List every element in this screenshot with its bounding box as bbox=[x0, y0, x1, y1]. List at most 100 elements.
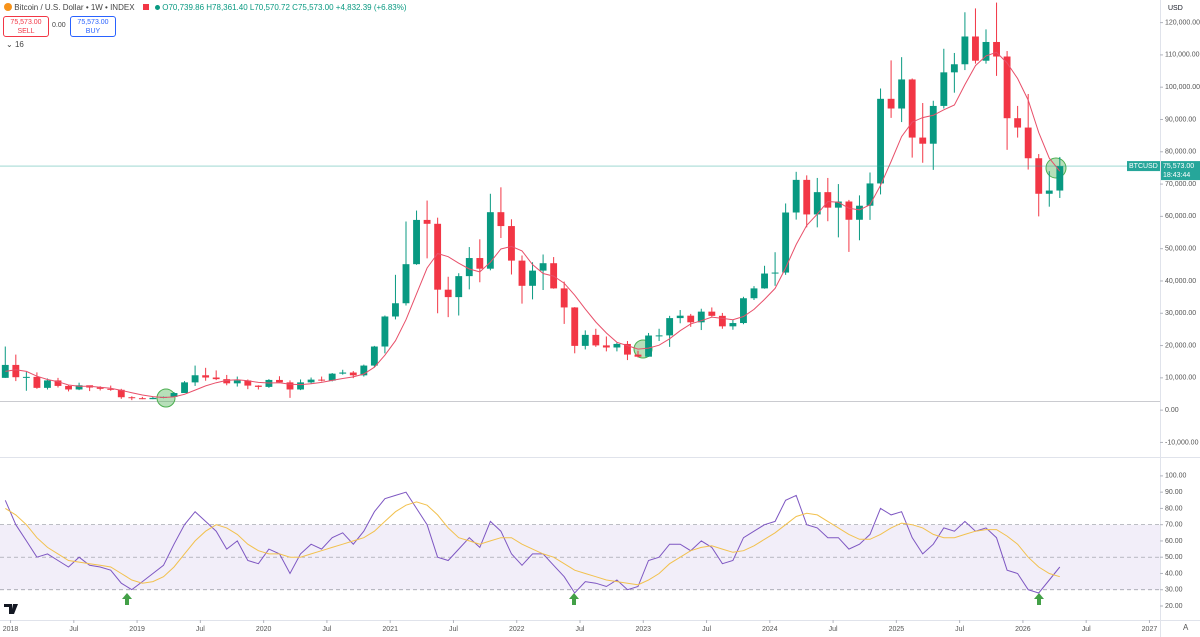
candle-body bbox=[22, 376, 30, 378]
candle-body bbox=[529, 270, 536, 286]
candle-body bbox=[993, 41, 1000, 57]
candle-body bbox=[233, 380, 241, 384]
candle-body bbox=[223, 379, 231, 384]
candle-body bbox=[919, 137, 927, 144]
candle-body bbox=[212, 377, 220, 380]
y-tick-label: 30,000.00 bbox=[1165, 310, 1196, 317]
buy-button[interactable]: 75,573.00 BUY bbox=[70, 16, 116, 37]
x-tick-label: Jul bbox=[829, 626, 838, 633]
x-tick-label: Jul bbox=[196, 626, 205, 633]
candle-body bbox=[929, 105, 937, 144]
candle-body bbox=[423, 219, 431, 224]
candle-body bbox=[950, 64, 958, 73]
candle-body bbox=[444, 289, 452, 298]
y-tick-label: 100.00 bbox=[1165, 473, 1187, 480]
candle-body bbox=[508, 226, 515, 261]
candle-body bbox=[96, 387, 104, 389]
y-tick-label: -10,000.00 bbox=[1165, 439, 1199, 446]
y-tick-label: 0.00 bbox=[1165, 407, 1179, 414]
candle-body bbox=[887, 98, 895, 109]
x-tick-label: 2026 bbox=[1015, 626, 1031, 633]
candle-body bbox=[381, 316, 389, 347]
candle-body bbox=[803, 179, 811, 215]
candle-body bbox=[370, 346, 378, 366]
candle-body bbox=[1014, 118, 1022, 128]
high: H78,361.40 bbox=[206, 3, 248, 12]
candle-body bbox=[655, 335, 663, 337]
change: +4,832.39 (+6.83%) bbox=[335, 3, 407, 12]
candle-body bbox=[1045, 190, 1053, 194]
candle-body bbox=[486, 212, 494, 269]
candle-body bbox=[771, 272, 779, 274]
candle-body bbox=[476, 258, 484, 269]
candle-body bbox=[434, 223, 442, 290]
price-label: 75,573.00 bbox=[1163, 163, 1194, 170]
candle-body bbox=[307, 379, 315, 383]
auto-scale: A bbox=[1183, 623, 1189, 632]
candle-body bbox=[117, 389, 125, 398]
candle-body bbox=[845, 201, 853, 220]
candle-body bbox=[824, 192, 832, 208]
candle-body bbox=[560, 288, 568, 308]
low: L70,570.72 bbox=[249, 3, 290, 12]
y-tick-label: 30.00 bbox=[1165, 587, 1183, 594]
x-tick-label: Jul bbox=[322, 626, 331, 633]
price-tag bbox=[1161, 161, 1200, 181]
candle-body bbox=[666, 318, 674, 336]
y-tick-label: 20.00 bbox=[1165, 603, 1183, 610]
candle-body bbox=[54, 380, 62, 386]
candle-body bbox=[170, 393, 178, 397]
y-tick-label: 70.00 bbox=[1165, 522, 1183, 529]
countdown: 18:43:44 bbox=[1163, 172, 1190, 179]
y-tick-label: 60,000.00 bbox=[1165, 213, 1196, 220]
header-bar: Bitcoin / U.S. Dollar • 1W • INDEX O70,7… bbox=[4, 3, 407, 12]
buy-price: 75,573.00 bbox=[77, 19, 109, 26]
candle-body bbox=[750, 288, 758, 299]
sell-label: SELL bbox=[17, 28, 35, 35]
x-tick-label: Jul bbox=[1082, 626, 1091, 633]
y-tick-label: 40,000.00 bbox=[1165, 278, 1196, 285]
candle-body bbox=[982, 41, 990, 61]
candle-body bbox=[1035, 158, 1043, 194]
candle-body bbox=[539, 263, 547, 271]
candle-body bbox=[898, 79, 906, 109]
candle-body bbox=[645, 335, 652, 357]
symbol-label: BTCUSD bbox=[1129, 163, 1158, 170]
candle-body bbox=[866, 183, 874, 206]
candle-body bbox=[392, 303, 399, 317]
candle-body bbox=[782, 212, 790, 273]
candle-body bbox=[276, 379, 283, 383]
candle-body bbox=[697, 311, 705, 323]
candle-body bbox=[877, 98, 884, 184]
candle-body bbox=[813, 192, 821, 215]
rsi-line bbox=[5, 501, 1060, 586]
candle-body bbox=[834, 201, 842, 208]
candle-body bbox=[908, 79, 916, 138]
x-tick-label: 2025 bbox=[889, 626, 905, 633]
arrow-up bbox=[1034, 593, 1044, 605]
x-tick-label: Jul bbox=[955, 626, 964, 633]
indicators-toggle[interactable]: ⌄ 16 bbox=[6, 40, 24, 49]
candle-body bbox=[107, 388, 115, 390]
x-tick-label: 2024 bbox=[762, 626, 778, 633]
candle-body bbox=[44, 380, 51, 388]
y-tick-label: 50.00 bbox=[1165, 554, 1183, 561]
x-tick-label: 2019 bbox=[129, 626, 145, 633]
moving-average bbox=[5, 51, 1061, 399]
x-tick-label: 2018 bbox=[3, 626, 19, 633]
logo bbox=[4, 604, 18, 614]
candle-body bbox=[729, 323, 737, 327]
sell-button[interactable]: 75,573.00 SELL bbox=[3, 16, 49, 37]
y-tick-label: 80.00 bbox=[1165, 505, 1183, 512]
candle-body bbox=[244, 380, 252, 386]
y-tick-label: 110,000.00 bbox=[1165, 52, 1200, 59]
candle-body bbox=[286, 382, 294, 390]
y-tick-label: 50,000.00 bbox=[1165, 246, 1196, 253]
candle-body bbox=[33, 376, 41, 388]
candle-body bbox=[297, 382, 304, 390]
symbol-tag bbox=[1127, 161, 1160, 172]
candle-body bbox=[149, 397, 157, 400]
y-tick-label: 120,000.00 bbox=[1165, 19, 1200, 26]
